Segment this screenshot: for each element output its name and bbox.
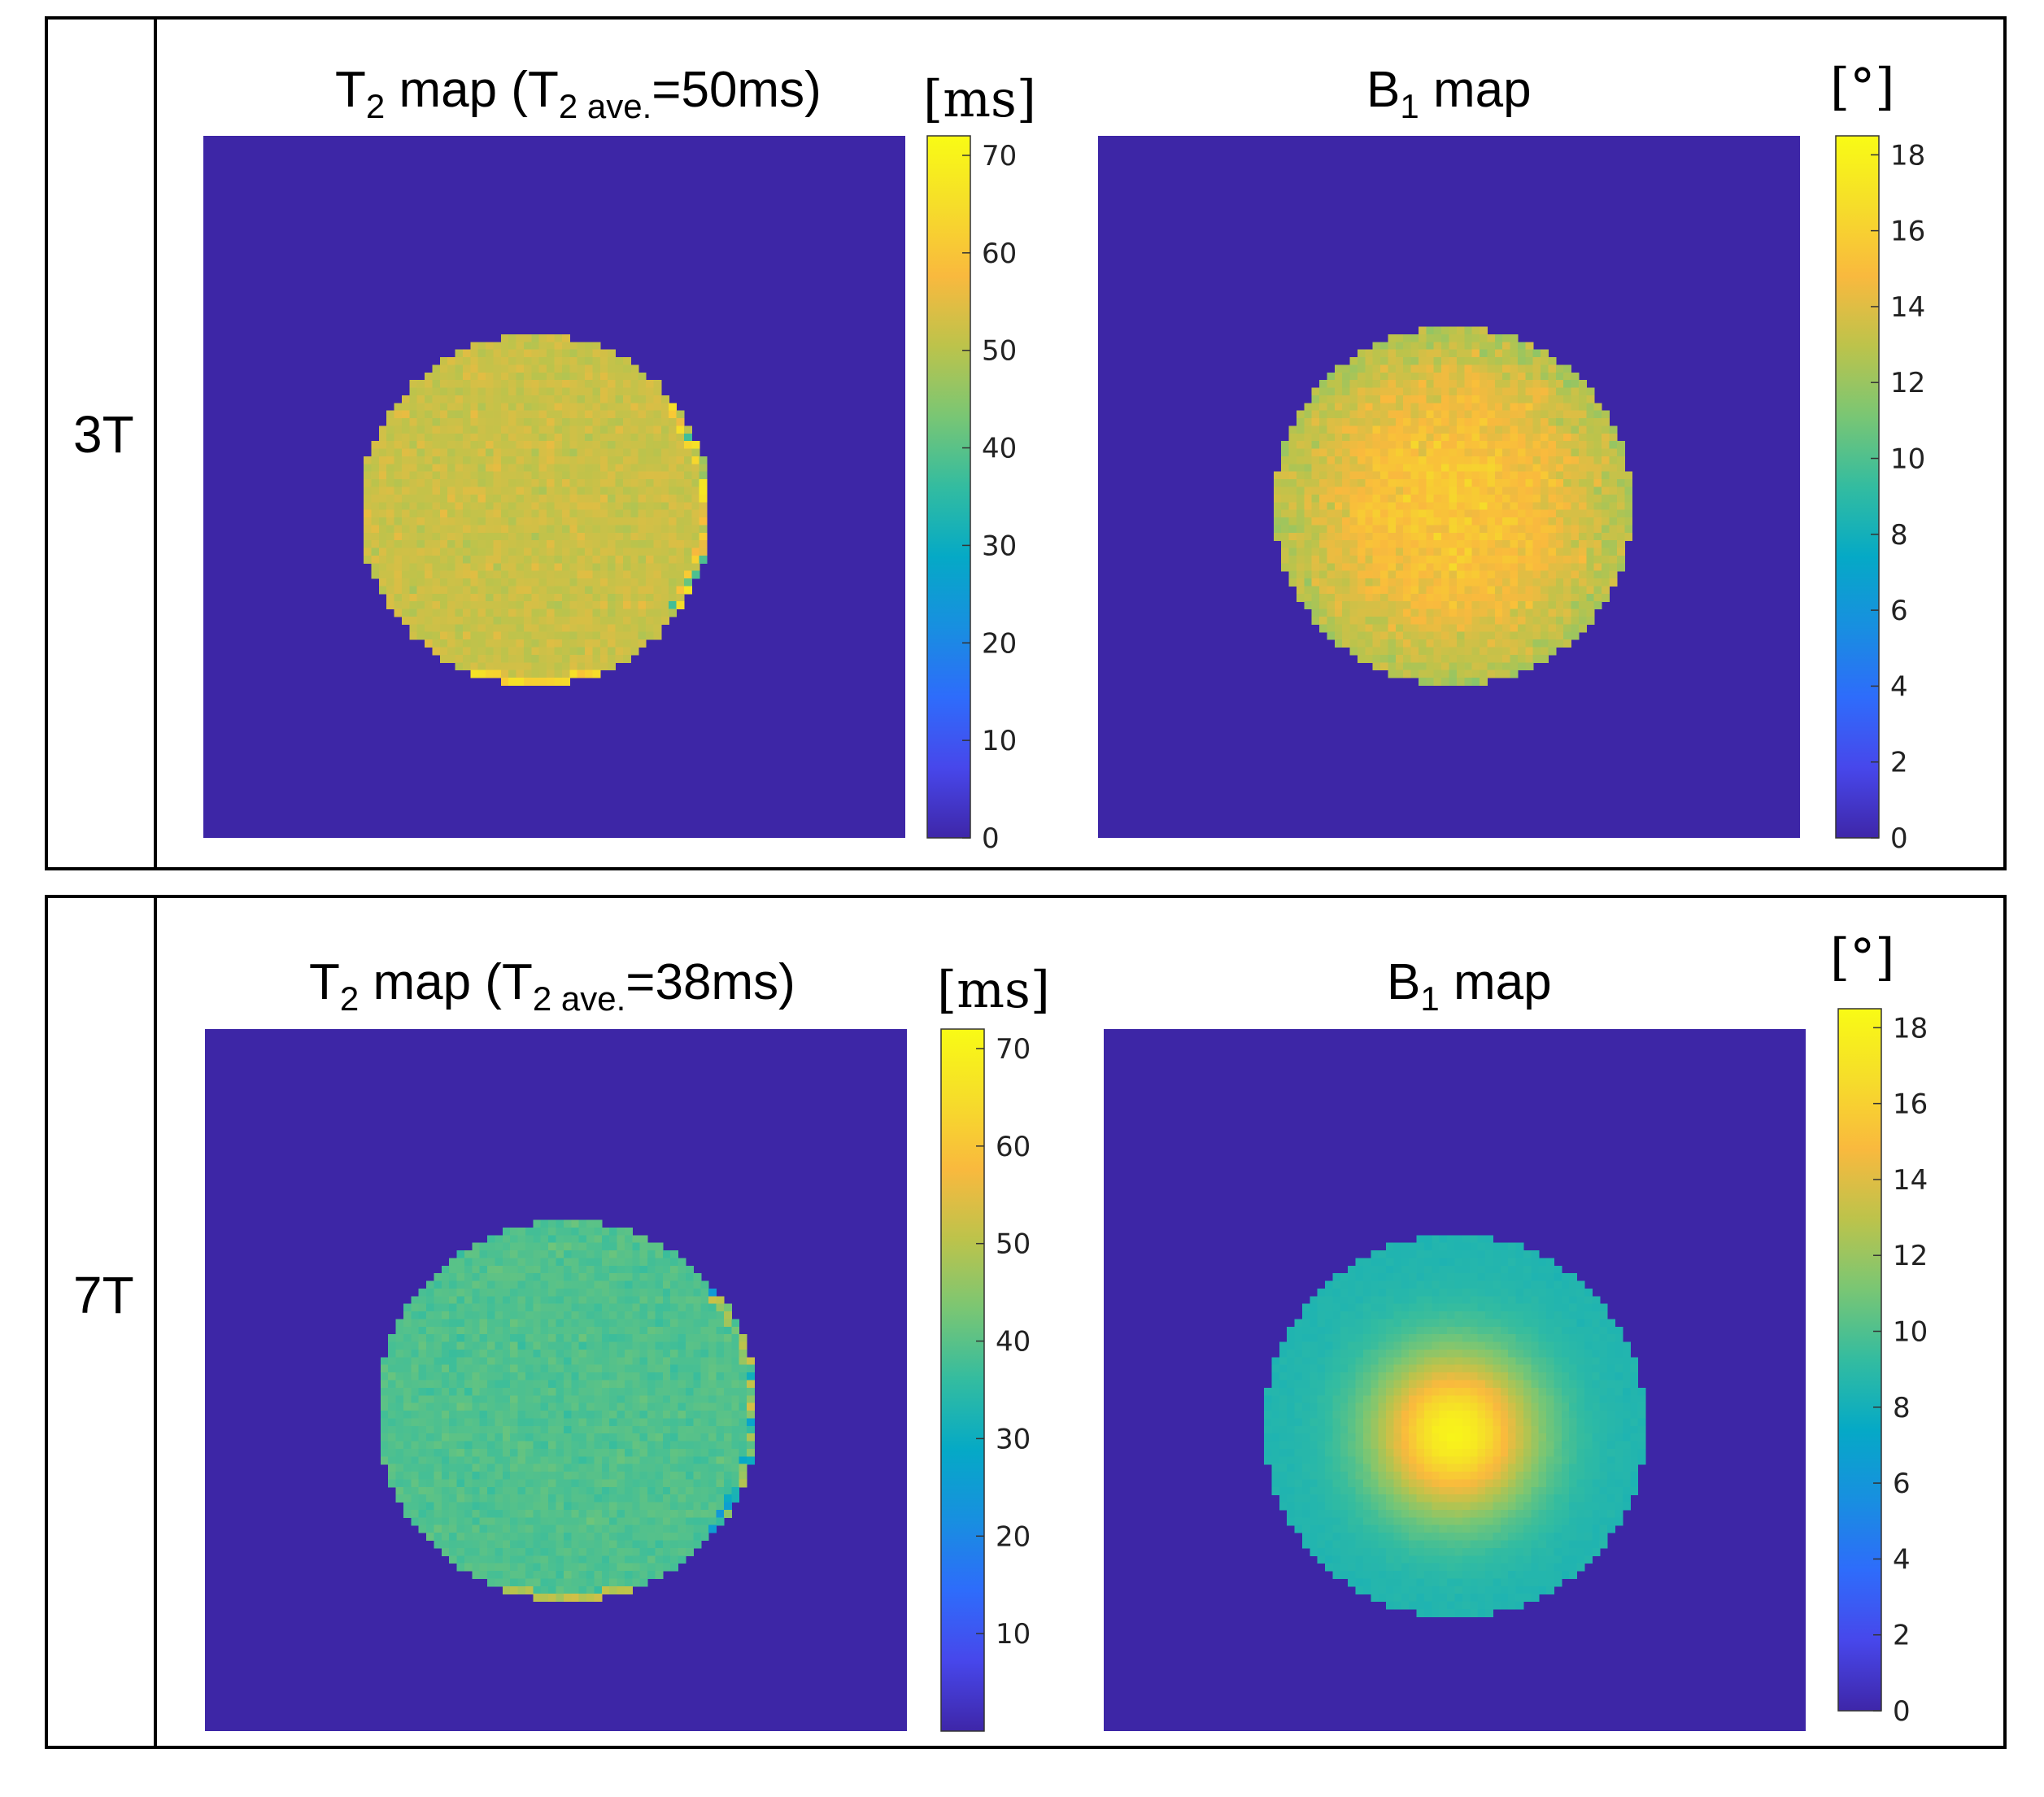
colorbar-tick-label: 18 (1893, 1012, 1928, 1045)
colorbar-tick-label: 8 (1890, 519, 1908, 552)
colorbar-tick-label: 60 (996, 1131, 1031, 1163)
colorbar-gradient (1837, 1008, 1882, 1712)
colorbar-tick-label: 70 (982, 140, 1017, 172)
b1-map-3t (1098, 136, 1800, 838)
colorbar-gradient (1835, 135, 1880, 839)
phantom-pixels (1263, 1235, 1646, 1617)
colorbar-tick-label: 6 (1893, 1468, 1911, 1500)
colorbar-unit-degree: [°] (1830, 57, 1895, 116)
colorbar-t2-3t: 0 10 20 30 40 50 60 70 (926, 135, 1017, 855)
colorbar-tick-label: 14 (1890, 291, 1925, 324)
colorbar-tick-label: 60 (982, 238, 1017, 270)
colorbar-tick-label: 6 (1890, 595, 1908, 627)
colorbar-tick-label: 14 (1893, 1164, 1928, 1197)
panel-title-b1-7t: B1 map (1387, 954, 1552, 1018)
colorbar-unit-ms: [ms] (937, 960, 1050, 1019)
colorbar-unit-ms: [ms] (923, 69, 1036, 129)
row-label-7t: 7T (73, 1266, 134, 1324)
row-divider (154, 20, 157, 867)
panel-title-b1-3t: B1 map (1366, 62, 1532, 125)
t2-map-3t (203, 136, 905, 838)
colorbar-tick-label: 70 (996, 1033, 1031, 1066)
t2-map-7t (205, 1029, 907, 1731)
colorbar-tick-label: 20 (996, 1520, 1031, 1553)
colorbar-tick-label: 18 (1890, 139, 1925, 172)
colorbar-gradient (926, 135, 971, 839)
colorbar-tick-label: 10 (982, 725, 1017, 757)
colorbar-tick-label: 30 (982, 530, 1017, 562)
phantom-pixels (363, 334, 708, 686)
colorbar-tick-label: 12 (1890, 367, 1925, 399)
colorbar-tick-label: 10 (1890, 443, 1925, 476)
colorbar-tick-label: 10 (1893, 1316, 1928, 1349)
b1-map-7t (1104, 1029, 1806, 1731)
colorbar-b1-7t: 0 2 4 6 8 10 12 14 16 18 (1837, 1008, 1928, 1728)
colorbar-t2-7t: 10 20 30 40 50 60 70 (940, 1028, 1031, 1732)
colorbar-tick-label: 4 (1893, 1543, 1911, 1576)
colorbar-tick-label: 50 (996, 1228, 1031, 1261)
colorbar-tick-label: 2 (1890, 747, 1908, 779)
colorbar-gradient (940, 1028, 985, 1732)
colorbar-tick-label: 10 (996, 1618, 1031, 1651)
colorbar-tick-label: 40 (996, 1326, 1031, 1359)
phantom-pixels (1273, 326, 1633, 686)
colorbar-tick-label: 16 (1890, 216, 1925, 248)
colorbar-tick-label: 0 (1890, 822, 1908, 855)
colorbar-tick-label: 0 (1893, 1695, 1911, 1728)
colorbar-tick-label: 4 (1890, 670, 1908, 703)
colorbar-tick-label: 12 (1893, 1240, 1928, 1272)
colorbar-tick-label: 8 (1893, 1392, 1911, 1424)
panel-title-t2-3t: T2 map (T2 ave.=50ms) (335, 62, 822, 125)
colorbar-tick-label: 20 (982, 627, 1017, 660)
colorbar-tick-label: 40 (982, 433, 1017, 465)
phantom-pixels (380, 1219, 755, 1603)
colorbar-tick-label: 30 (996, 1423, 1031, 1455)
row-label-3t: 3T (73, 405, 134, 464)
panel-title-t2-7t: T2 map (T2 ave.=38ms) (309, 954, 795, 1018)
colorbar-b1-3t: 0 2 4 6 8 10 12 14 16 18 (1835, 135, 1925, 855)
row-divider (154, 898, 157, 1746)
colorbar-tick-label: 0 (982, 822, 1000, 855)
colorbar-tick-label: 50 (982, 335, 1017, 368)
colorbar-tick-label: 2 (1893, 1620, 1911, 1652)
colorbar-unit-degree: [°] (1830, 927, 1895, 987)
colorbar-tick-label: 16 (1893, 1088, 1928, 1121)
